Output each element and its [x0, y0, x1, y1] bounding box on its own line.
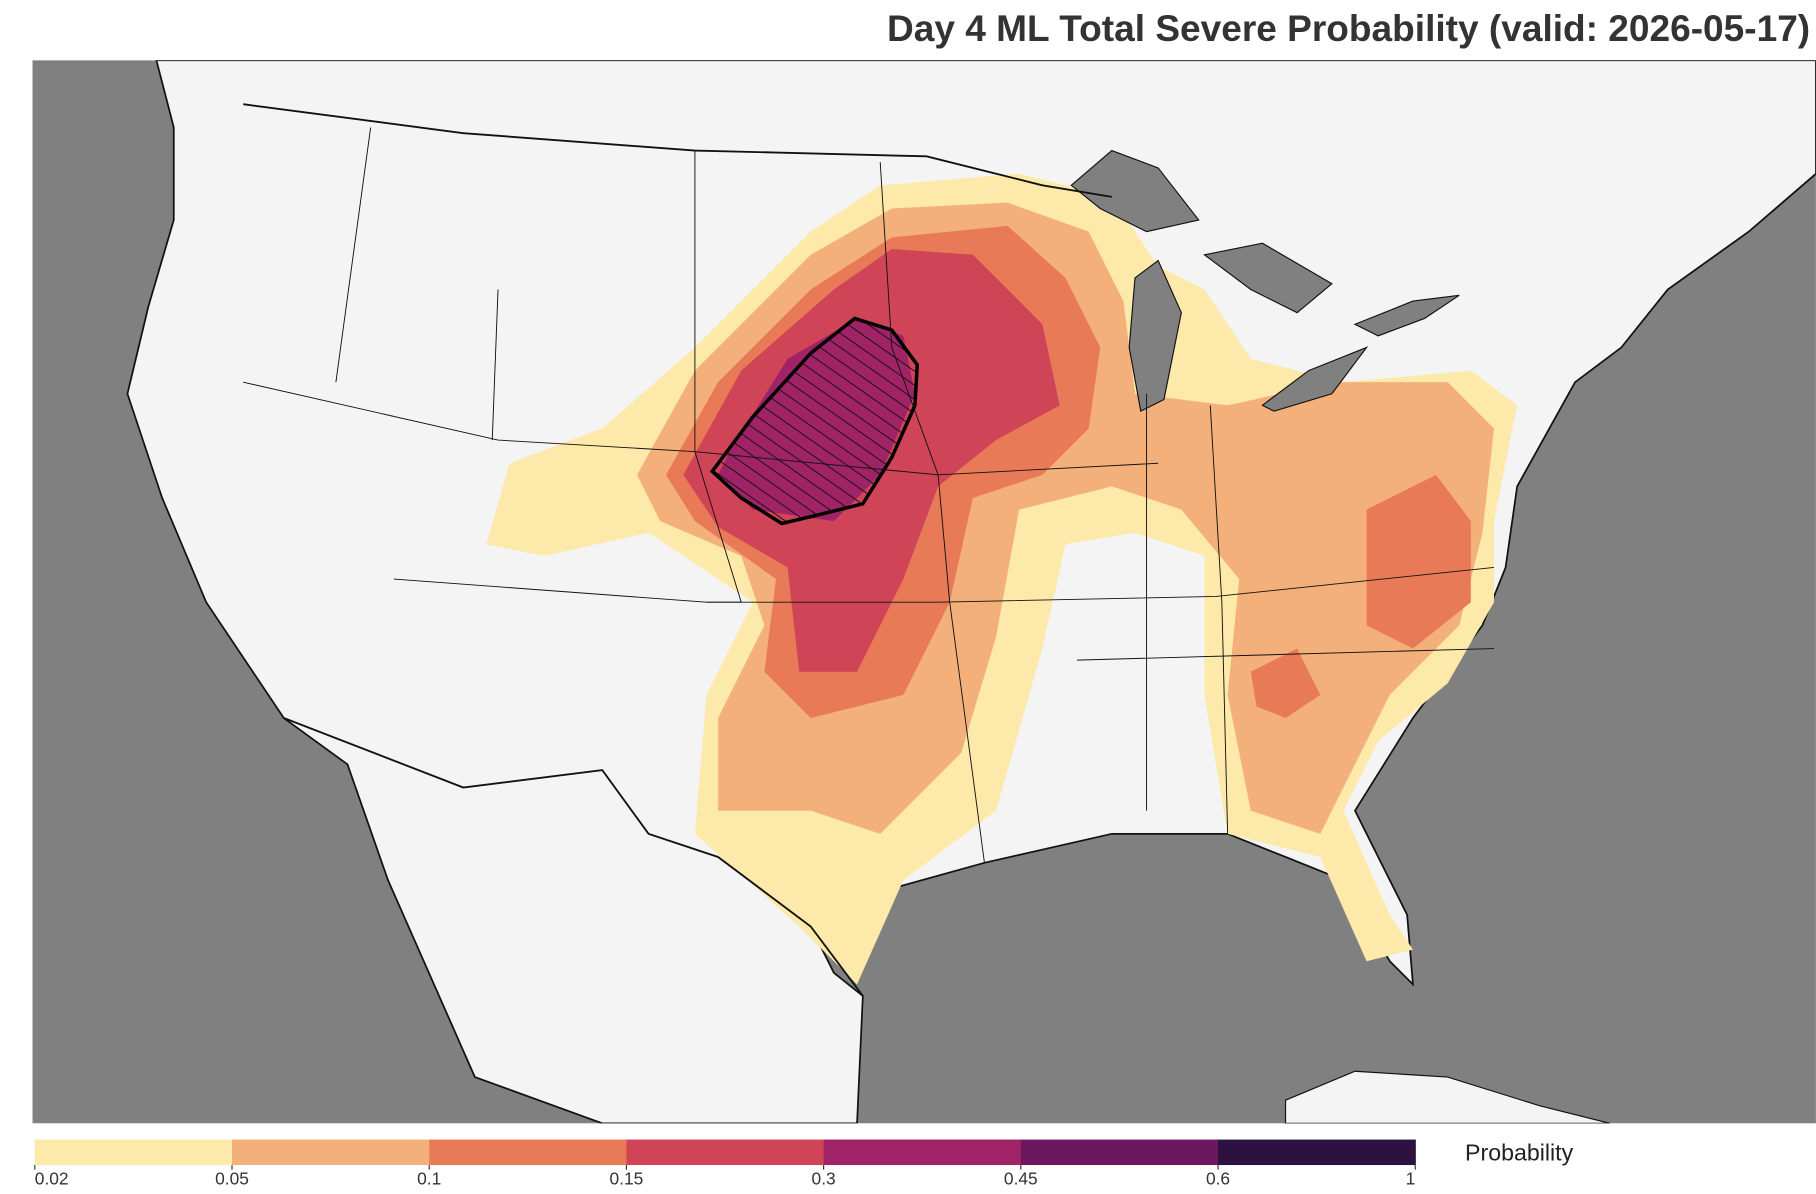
prob-region [1250, 648, 1321, 719]
state-lines [243, 127, 1495, 863]
great-lakes [1070, 149, 1460, 412]
cuba [1284, 1070, 1610, 1124]
title: Day 4 ML Total Severe Probability (valid… [887, 7, 1810, 49]
colorbar-tick-label: 1 [1406, 1169, 1416, 1189]
colorbar-tick-label: 0.1 [417, 1169, 441, 1189]
colorbar-segment [823, 1139, 1022, 1166]
colorbar: 0.02 0.05 0.1 0.15 0.3 0.45 0.6 1 [34, 1139, 1416, 1189]
colorbar-tick-label: 0.15 [610, 1169, 644, 1189]
colorbar-segment [429, 1139, 627, 1166]
map-area [32, 60, 1816, 1124]
colorbar-tick-label: 0.6 [1206, 1169, 1230, 1189]
colorbar-segment [1020, 1139, 1219, 1166]
colorbar-segment [1218, 1139, 1416, 1166]
colorbar-tick-label: 0.02 [35, 1169, 69, 1189]
borders [243, 103, 1112, 997]
colorbar-tick-label: 0.3 [812, 1169, 836, 1189]
colorbar-label: Probability [1465, 1140, 1574, 1166]
colorbar-tick-label: 0.45 [1004, 1169, 1038, 1189]
significant-area [709, 316, 920, 526]
prob-region [1366, 474, 1471, 649]
colorbar-tick-label: 0.05 [215, 1169, 249, 1189]
colorbar-segment [232, 1139, 430, 1166]
colorbar-segment [34, 1139, 233, 1166]
colorbar-segment [626, 1139, 825, 1166]
